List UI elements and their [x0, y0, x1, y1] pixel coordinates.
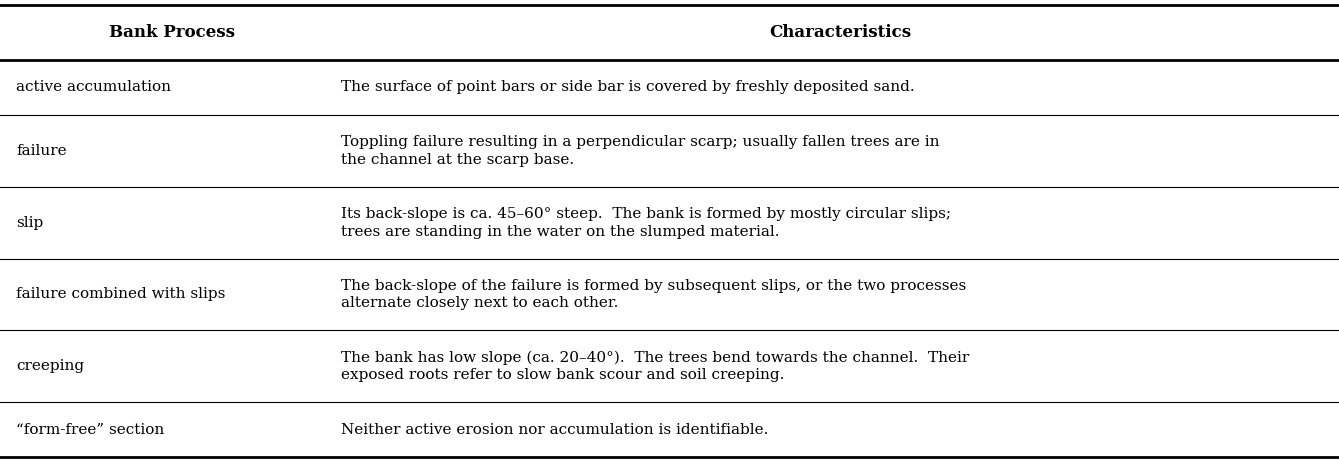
- Text: The back-slope of the failure is formed by subsequent slips, or the two processe: The back-slope of the failure is formed …: [341, 279, 967, 310]
- Text: The surface of point bars or side bar is covered by freshly deposited sand.: The surface of point bars or side bar is…: [341, 80, 915, 94]
- Text: Bank Process: Bank Process: [108, 24, 236, 41]
- Text: Characteristics: Characteristics: [769, 24, 912, 41]
- Text: failure combined with slips: failure combined with slips: [16, 287, 225, 302]
- Text: Toppling failure resulting in a perpendicular scarp; usually fallen trees are in: Toppling failure resulting in a perpendi…: [341, 135, 940, 167]
- Text: creeping: creeping: [16, 359, 84, 373]
- Text: “form-free” section: “form-free” section: [16, 423, 165, 437]
- Text: failure: failure: [16, 144, 67, 158]
- Text: active accumulation: active accumulation: [16, 80, 171, 94]
- Text: Its back-slope is ca. 45–60° steep.  The bank is formed by mostly circular slips: Its back-slope is ca. 45–60° steep. The …: [341, 207, 952, 238]
- Text: slip: slip: [16, 216, 43, 230]
- Text: The bank has low slope (ca. 20–40°).  The trees bend towards the channel.  Their: The bank has low slope (ca. 20–40°). The…: [341, 350, 969, 383]
- Text: Neither active erosion nor accumulation is identifiable.: Neither active erosion nor accumulation …: [341, 423, 769, 437]
